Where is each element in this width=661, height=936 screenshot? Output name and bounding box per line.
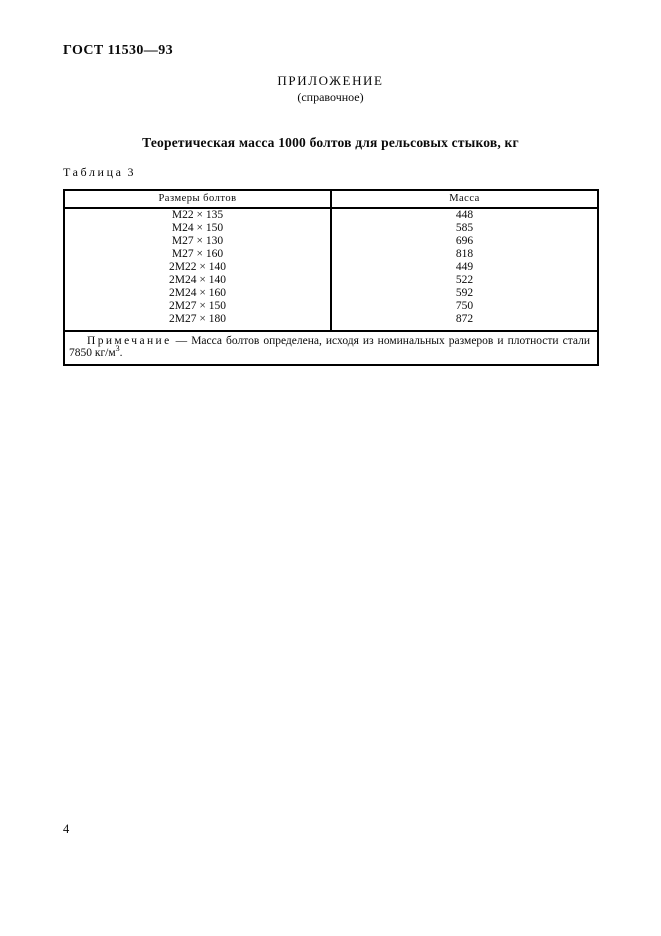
note-line-2: 7850 кг/м3. — [69, 344, 590, 360]
table-row: М27 × 130 696 — [64, 235, 598, 248]
bolt-size-cell: 2М22 × 140 — [64, 261, 332, 274]
bolt-mass-cell: 449 — [455, 261, 474, 273]
table-header-row: Размеры болтов Масса — [64, 190, 598, 209]
bolt-mass-cell: 696 — [455, 235, 474, 247]
appendix-block: ПРИЛОЖЕНИЕ (справочное) — [0, 73, 661, 105]
appendix-type: (справочное) — [297, 90, 364, 104]
bolt-mass-cell: 448 — [455, 209, 474, 221]
note-line-1: Примечание — Масса болтов определена, ис… — [69, 335, 590, 347]
note-density-value: 7850 кг/м — [69, 347, 116, 360]
bolt-size-cell: 2М27 × 180 — [64, 313, 332, 331]
table-note: Примечание — Масса болтов определена, ис… — [69, 335, 590, 360]
note-period: . — [119, 347, 123, 360]
appendix-label: ПРИЛОЖЕНИЕ — [277, 73, 384, 88]
bolt-mass-cell: 522 — [455, 274, 474, 286]
table-note-cell: Примечание — Масса болтов определена, ис… — [64, 330, 598, 365]
table-row: 2М24 × 140 522 — [64, 274, 598, 287]
column-header-mass: Масса — [331, 190, 598, 209]
bolt-mass-cell: 872 — [455, 313, 474, 325]
page-title: Теоретическая масса 1000 болтов для рель… — [142, 135, 519, 150]
table-note-row: Примечание — Масса болтов определена, ис… — [64, 330, 598, 365]
bolt-size-cell: 2М24 × 140 — [64, 274, 332, 287]
table-body: М22 × 135 448 М24 × 150 585 М27 × 130 69… — [64, 208, 598, 331]
bolt-mass-cell: 592 — [455, 287, 474, 299]
bolt-size-cell: М24 × 150 — [64, 222, 332, 235]
table-note-section: Примечание — Масса болтов определена, ис… — [64, 330, 598, 365]
table-row: 2М22 × 140 449 — [64, 261, 598, 274]
page-number: 4 — [63, 822, 70, 836]
bolt-size-cell: М27 × 160 — [64, 248, 332, 261]
bolt-size-cell: М22 × 135 — [64, 208, 332, 222]
table-row: 2М27 × 180 872 — [64, 313, 598, 331]
bolt-size-cell: 2М27 × 150 — [64, 300, 332, 313]
table-caption-number: 3 — [127, 165, 134, 179]
table-row: М22 × 135 448 — [64, 208, 598, 222]
note-label: Примечание — [87, 335, 172, 347]
table-row: 2М27 × 150 750 — [64, 300, 598, 313]
table-row: М24 × 150 585 — [64, 222, 598, 235]
bolt-size-cell: М27 × 130 — [64, 235, 332, 248]
table-caption: Таблица 3 — [63, 165, 134, 180]
document-code: ГОСТ 11530—93 — [63, 43, 173, 58]
note-superscript: 3 — [115, 344, 120, 354]
bolt-mass-table: Размеры болтов Масса М22 × 135 448 М24 ×… — [63, 189, 599, 366]
table-row: 2М24 × 160 592 — [64, 287, 598, 300]
table-header: Размеры болтов Масса — [64, 190, 598, 209]
table-row: М27 × 160 818 — [64, 248, 598, 261]
bolt-size-cell: 2М24 × 160 — [64, 287, 332, 300]
column-header-sizes: Размеры болтов — [64, 190, 332, 209]
bolt-mass-cell: 750 — [455, 300, 474, 312]
note-text: — Масса болтов определена, исходя из ном… — [171, 335, 590, 347]
bolt-mass-cell: 585 — [455, 222, 474, 234]
table-caption-word: Таблица — [63, 165, 124, 179]
bolt-mass-cell: 818 — [455, 248, 474, 260]
